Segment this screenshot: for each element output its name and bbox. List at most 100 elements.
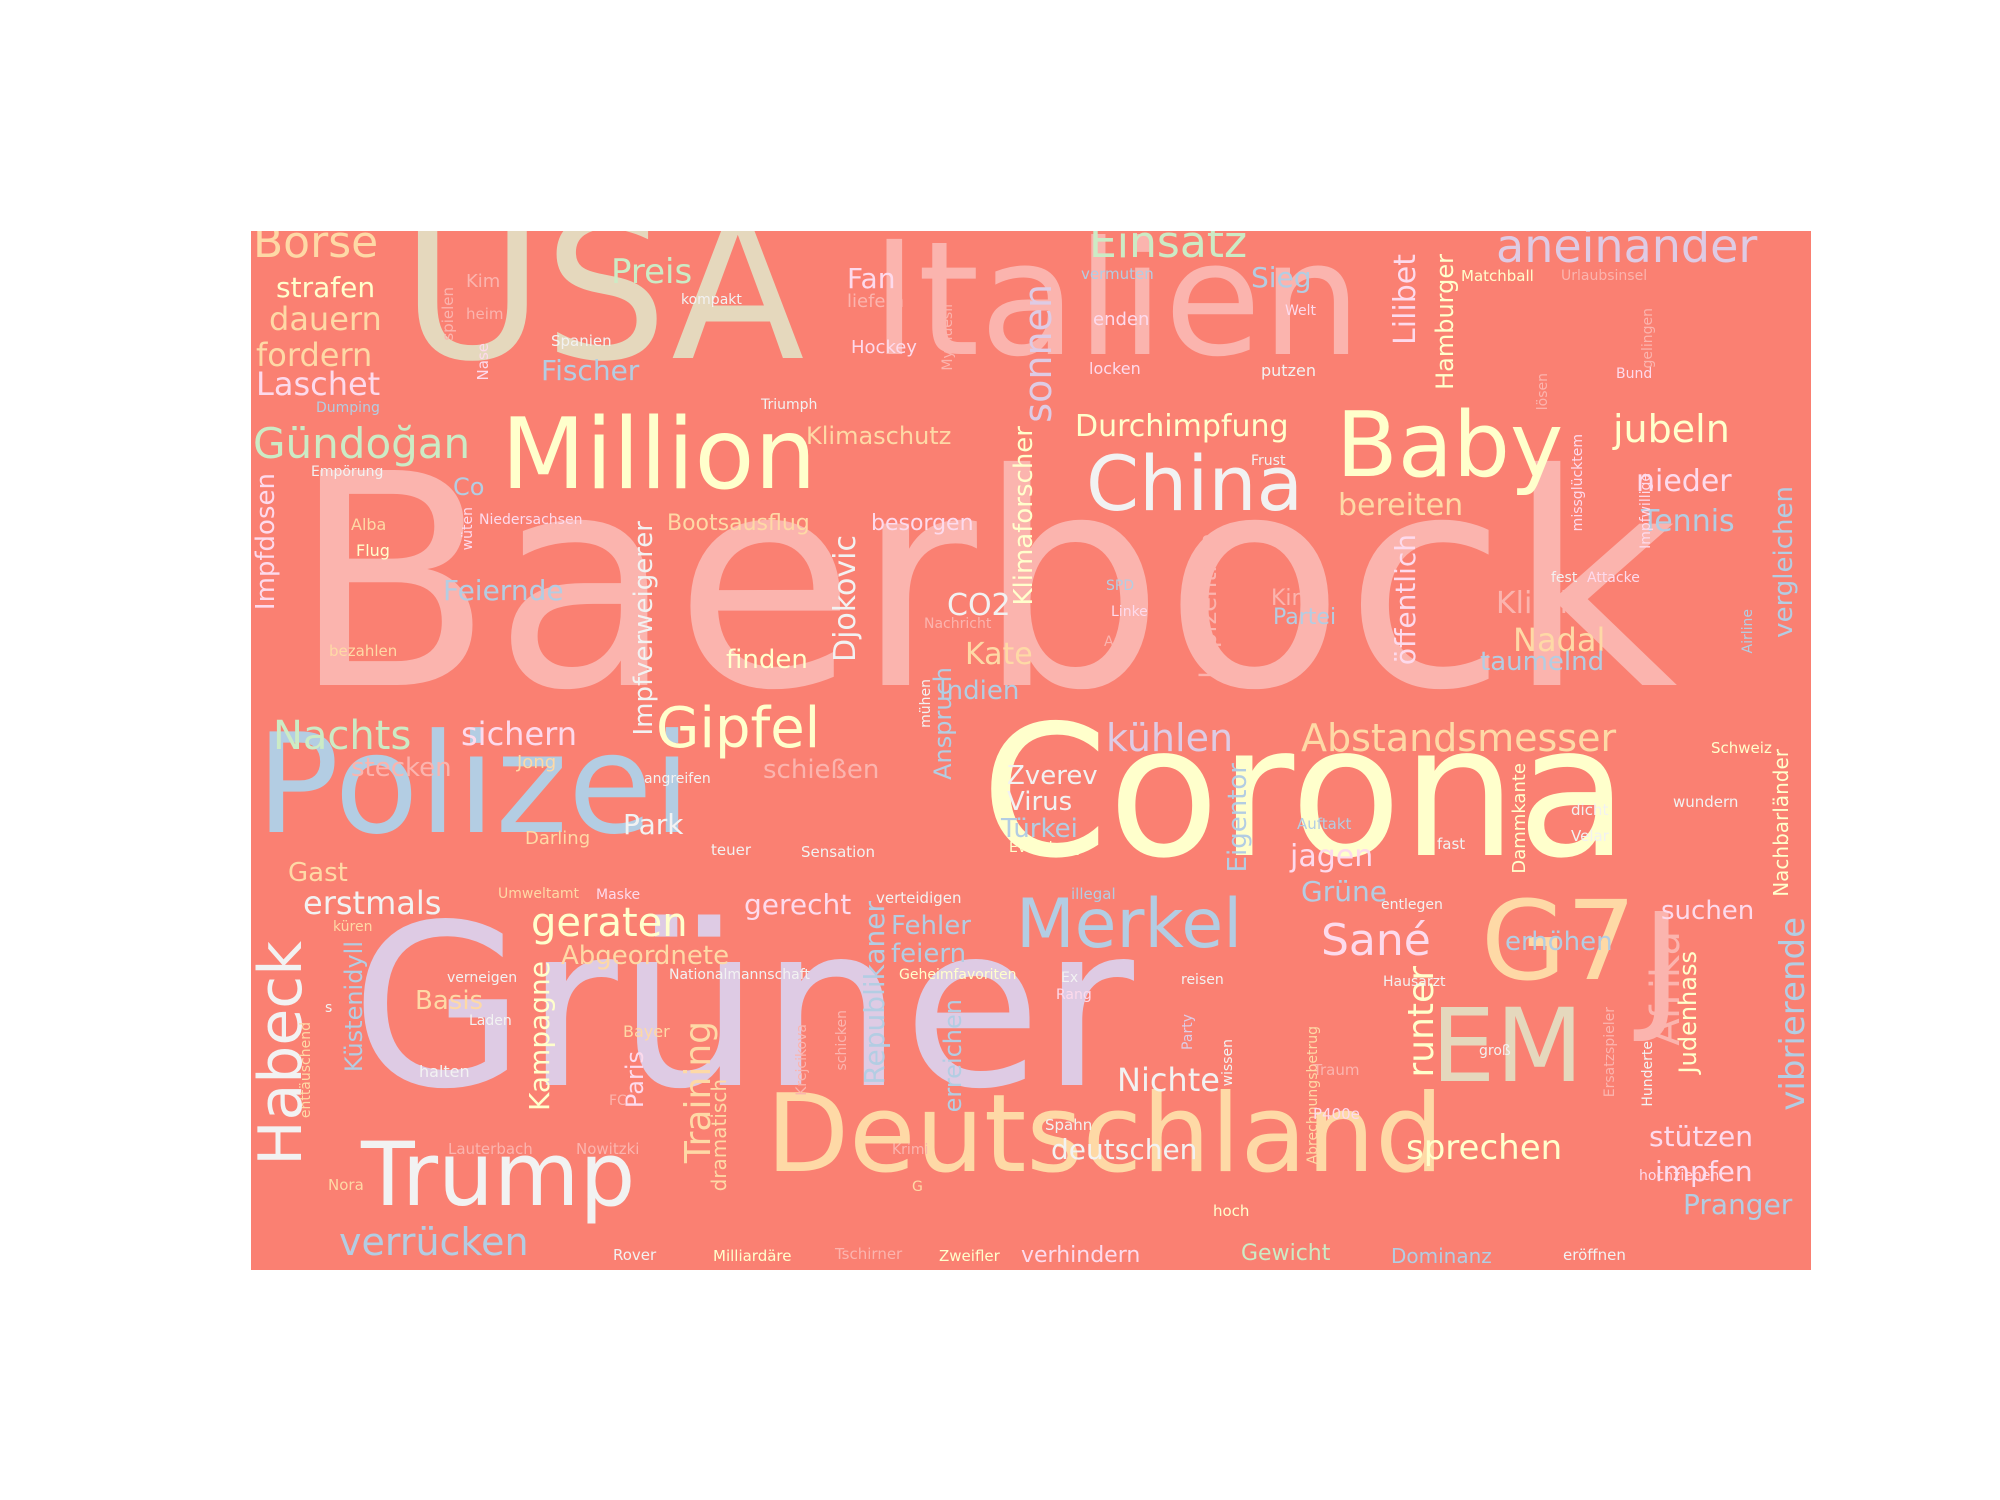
word-wueten: wüten bbox=[460, 507, 476, 551]
word-china: China bbox=[1086, 439, 1304, 528]
word-urlaubsinsel: Urlaubsinsel bbox=[1561, 268, 1648, 284]
word-impfzentren: Impfzentren bbox=[1194, 533, 1222, 679]
word-alba: Alba bbox=[351, 515, 387, 534]
word-verneigen: verneigen bbox=[447, 970, 518, 986]
word-dumping: Dumping bbox=[316, 400, 380, 416]
word-fest: fest bbox=[1551, 570, 1578, 586]
word-entlegen: entlegen bbox=[1381, 897, 1443, 913]
word-klimaschutz: Klimaschutz bbox=[806, 422, 952, 450]
word-vergleichen: vergleichen bbox=[1769, 486, 1799, 638]
word-tschirner: Tschirner bbox=[835, 1245, 903, 1263]
word-nase: Nase bbox=[474, 343, 492, 381]
word-umweltamt: Umweltamt bbox=[498, 886, 580, 902]
word-feiern: feiern bbox=[891, 939, 967, 969]
word-spielen: spielen bbox=[439, 287, 457, 341]
word-milliardaere: Milliardäre bbox=[713, 1247, 792, 1265]
word-guendogan: Gündoğan bbox=[253, 419, 471, 468]
word-ersatzspieler: Ersatzspieler bbox=[1602, 1007, 1618, 1098]
word-italien: Italien bbox=[871, 231, 1362, 392]
word-kueren: küren bbox=[333, 919, 373, 935]
word-jagen: jagen bbox=[1290, 839, 1374, 874]
word-merkel: Merkel bbox=[1016, 885, 1243, 964]
word-spd: SPD bbox=[1106, 578, 1135, 594]
word-nationalmannschaft: Nationalmannschaft bbox=[669, 967, 810, 983]
word-kuehlen: kühlen bbox=[1106, 716, 1234, 760]
word-putzen: putzen bbox=[1261, 361, 1316, 380]
word-nora: Nora bbox=[328, 1176, 364, 1194]
word-kampagne: Kampagne bbox=[523, 961, 556, 1111]
word-welt: Welt bbox=[1285, 303, 1317, 319]
word-matchball: Matchball bbox=[1461, 267, 1534, 285]
word-virus: Virus bbox=[1007, 787, 1073, 817]
word-linke: Linke bbox=[1111, 604, 1148, 620]
word-halten: halten bbox=[419, 1062, 470, 1081]
word-frust: Frust bbox=[1251, 453, 1286, 469]
word-baby: Baby bbox=[1336, 393, 1564, 498]
word-g7: G7 bbox=[1481, 877, 1637, 1005]
word-cloud: Baerbock Grüner Corona USA Italien Polizei Deu… bbox=[251, 231, 1811, 1270]
word-sonnen: sonnen bbox=[1016, 284, 1060, 423]
word-deutschland: Deutschland bbox=[766, 1072, 1444, 1197]
word-mymuesli: Mymuesli bbox=[940, 304, 956, 371]
word-niedersachsen: Niedersachsen bbox=[479, 512, 583, 528]
word-kim: Kim bbox=[466, 271, 501, 292]
word-p400e: P400e bbox=[1313, 1105, 1360, 1123]
word-schiessen: schießen bbox=[763, 755, 880, 785]
word-strafen: strafen bbox=[276, 271, 376, 304]
word-bayer: Bayer bbox=[623, 1022, 670, 1041]
word-geraten: geraten bbox=[531, 900, 688, 946]
word-zverev: Zverev bbox=[1007, 761, 1098, 791]
word-fehler: Fehler bbox=[891, 911, 971, 941]
word-verteidigen: verteidigen bbox=[876, 889, 962, 907]
word-fast: fast bbox=[1437, 835, 1466, 853]
word-hochziehen: hochziehen bbox=[1639, 1168, 1720, 1184]
word-abrechnungsbetrug: Abrechnungsbetrug bbox=[1305, 1026, 1321, 1165]
word-impfverweigerer: Impfverweigerer bbox=[629, 521, 659, 736]
word-sichern: sichern bbox=[461, 715, 577, 753]
word-enden: enden bbox=[1093, 309, 1150, 330]
word-jubeln: jubeln bbox=[1613, 407, 1730, 451]
word-usa: USA bbox=[401, 231, 805, 404]
word-flug: Flug bbox=[356, 541, 390, 560]
word-everybody: Everybody bbox=[1009, 840, 1084, 856]
word-judenhass: Judenhass bbox=[1674, 951, 1702, 1074]
word-verruecken: verrücken bbox=[339, 1220, 529, 1264]
word-eroeffnen: eröffnen bbox=[1563, 1246, 1626, 1264]
word-boerse: Börse bbox=[253, 231, 379, 268]
word-attacke: Attacke bbox=[1587, 570, 1640, 586]
word-impfwillige: Impfwillige bbox=[1638, 473, 1654, 549]
word-baerbock: Baerbock bbox=[291, 411, 1678, 755]
word-heim: heim bbox=[466, 305, 504, 323]
word-fc: FC bbox=[609, 1093, 627, 1109]
word-party: Party bbox=[1180, 1014, 1196, 1050]
word-kompakt: kompakt bbox=[681, 292, 742, 308]
word-vibrierende: vibrierende bbox=[1773, 917, 1811, 1111]
word-vermuten: vermuten bbox=[1081, 265, 1154, 283]
word-klimaforscher: Klimaforscher bbox=[1009, 426, 1039, 606]
word-impfdosen: Impfdosen bbox=[251, 473, 281, 611]
word-teuer: teuer bbox=[711, 841, 752, 859]
word-partei: Partei bbox=[1273, 605, 1337, 630]
word-kuestenidyll: Küstenidyll bbox=[340, 941, 368, 1073]
word-darling: Darling bbox=[525, 828, 591, 849]
word-co: Co bbox=[453, 473, 485, 501]
word-spahn: Spahn bbox=[1045, 1116, 1093, 1134]
word-wundern: wundern bbox=[1673, 793, 1739, 811]
word-rang: Rang bbox=[1056, 987, 1092, 1003]
word-gruene: Grüne bbox=[1301, 875, 1387, 908]
word-traum: Traum bbox=[1313, 1061, 1360, 1079]
word-anspruch: Anspruch bbox=[929, 667, 957, 780]
word-durchimpfung: Durchimpfung bbox=[1075, 409, 1289, 444]
word-eigentor: Eigentor bbox=[1223, 763, 1253, 873]
word-aneinander: aneinander bbox=[1496, 231, 1758, 273]
word-lilibet: Lilibet bbox=[1388, 254, 1423, 345]
word-republikaner: Republikaner bbox=[858, 901, 891, 1085]
word-million: Million bbox=[501, 398, 817, 512]
word-polizei: Polizei bbox=[256, 704, 692, 865]
word-fan: Fan bbox=[847, 262, 896, 295]
word-zweifler: Zweifler bbox=[939, 1247, 1000, 1265]
word-gelingen: gelingen bbox=[1640, 308, 1656, 369]
word-oeffentlich: öffentlich bbox=[1389, 534, 1422, 666]
word-gerecht: gerecht bbox=[744, 888, 852, 921]
word-wissen: wissen bbox=[1220, 1039, 1236, 1087]
